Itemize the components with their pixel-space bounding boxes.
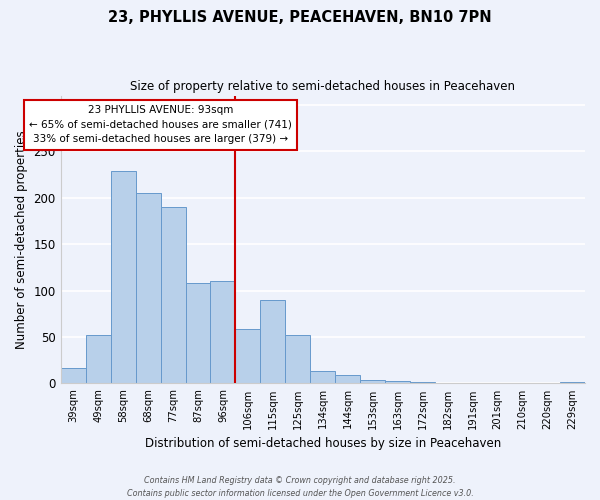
Bar xyxy=(435,382,460,384)
Title: Size of property relative to semi-detached houses in Peacehaven: Size of property relative to semi-detach… xyxy=(130,80,515,93)
Bar xyxy=(61,368,86,384)
Bar xyxy=(286,335,310,384)
Y-axis label: Number of semi-detached properties: Number of semi-detached properties xyxy=(15,130,28,349)
Bar xyxy=(185,283,211,384)
Text: 23, PHYLLIS AVENUE, PEACEHAVEN, BN10 7PN: 23, PHYLLIS AVENUE, PEACEHAVEN, BN10 7PN xyxy=(108,10,492,25)
Text: 23 PHYLLIS AVENUE: 93sqm
← 65% of semi-detached houses are smaller (741)
33% of : 23 PHYLLIS AVENUE: 93sqm ← 65% of semi-d… xyxy=(29,105,292,144)
Bar xyxy=(310,372,335,384)
Bar xyxy=(211,282,235,384)
Bar xyxy=(161,207,185,384)
Bar xyxy=(260,300,286,384)
Bar xyxy=(460,382,485,384)
Bar xyxy=(136,193,161,384)
Bar xyxy=(235,328,260,384)
Bar xyxy=(560,382,585,384)
Bar xyxy=(86,335,110,384)
Bar xyxy=(335,375,360,384)
Bar xyxy=(360,380,385,384)
Text: Contains HM Land Registry data © Crown copyright and database right 2025.
Contai: Contains HM Land Registry data © Crown c… xyxy=(127,476,473,498)
Bar xyxy=(385,380,410,384)
Bar xyxy=(410,382,435,384)
X-axis label: Distribution of semi-detached houses by size in Peacehaven: Distribution of semi-detached houses by … xyxy=(145,437,501,450)
Bar xyxy=(110,171,136,384)
